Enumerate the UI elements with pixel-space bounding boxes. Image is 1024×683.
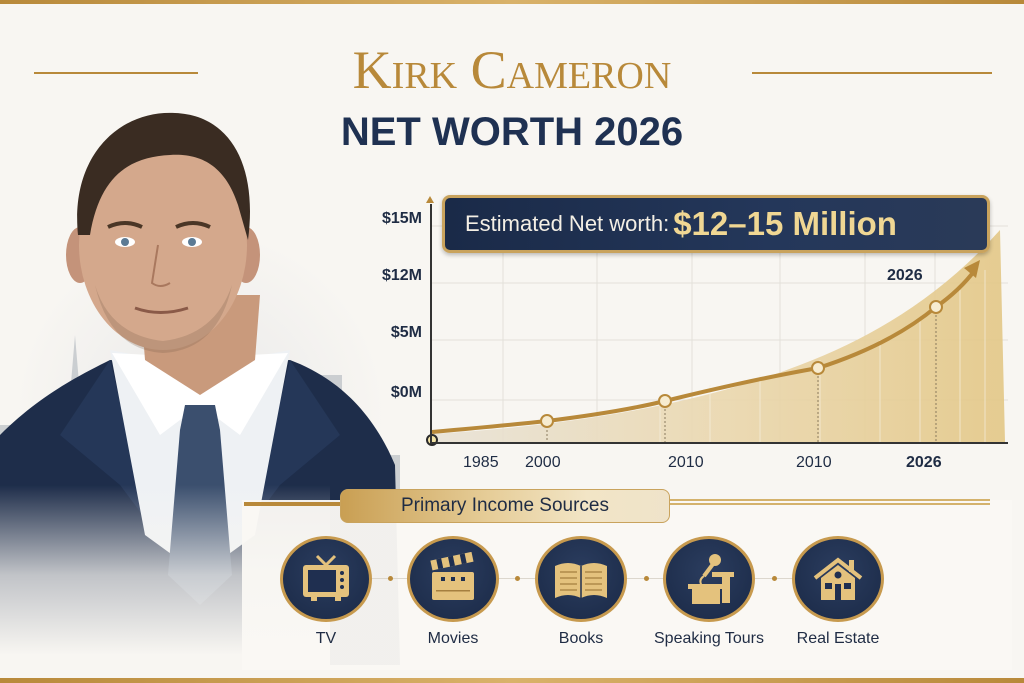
connector-dot xyxy=(772,576,777,581)
clapperboard-icon xyxy=(407,536,499,622)
x-axis xyxy=(430,442,1008,444)
income-source-movies: Movies xyxy=(393,536,513,648)
connector-dot xyxy=(644,576,649,581)
estimate-badge: Estimated Net worth: $12–15 Million xyxy=(442,195,990,253)
connector-dot xyxy=(515,576,520,581)
page-subtitle: NET WORTH 2026 xyxy=(340,110,684,154)
y-tick-label: $0M xyxy=(390,384,422,401)
title-rule-right xyxy=(752,72,992,74)
income-rule-right xyxy=(668,499,990,505)
y-tick-label: $15M xyxy=(381,210,422,227)
source-label: Speaking Tours xyxy=(654,630,764,647)
title-row: Kirk Cameron xyxy=(0,40,1024,100)
podium-microphone-icon xyxy=(663,536,755,622)
estimate-label: Estimated Net worth: xyxy=(465,211,670,236)
open-book-icon xyxy=(535,536,627,622)
page-title: Kirk Cameron xyxy=(352,40,672,100)
x-tick-label: 2010 xyxy=(668,454,704,471)
chart-plot-area xyxy=(426,225,1008,446)
y-axis xyxy=(430,204,432,442)
income-source-books: Books xyxy=(521,536,641,648)
source-label: Movies xyxy=(427,630,479,647)
bottom-border xyxy=(0,678,1024,683)
income-header: Primary Income Sources xyxy=(340,489,670,523)
income-source-speaking-tours: Speaking Tours xyxy=(649,536,769,648)
connector-dot xyxy=(388,576,393,581)
x-tick-label: 2000 xyxy=(525,454,561,471)
arrow-year-label: 2026 xyxy=(887,267,923,284)
x-tick-label: 2010 xyxy=(796,454,832,471)
source-label: Books xyxy=(558,630,604,647)
house-icon xyxy=(792,536,884,622)
x-tick-label: 1985 xyxy=(463,454,499,471)
income-source-tv: TV xyxy=(266,536,386,648)
estimate-value: $12–15 Million xyxy=(673,205,897,242)
income-rule-left xyxy=(244,502,344,506)
income-source-real-estate: Real Estate xyxy=(778,536,898,648)
source-label: Real Estate xyxy=(796,630,880,647)
tv-icon xyxy=(280,536,372,622)
top-border xyxy=(0,0,1024,4)
y-axis-arrow-icon xyxy=(426,196,434,203)
title-rule-left xyxy=(34,72,198,74)
source-label: TV xyxy=(315,630,337,647)
net-worth-chart: $15M $12M $5M $0M 1985 2000 2010 2010 20… xyxy=(360,190,1020,480)
y-tick-label: $12M xyxy=(381,267,422,284)
x-tick-label: 2026 xyxy=(906,454,942,471)
y-tick-label: $5M xyxy=(390,324,422,341)
